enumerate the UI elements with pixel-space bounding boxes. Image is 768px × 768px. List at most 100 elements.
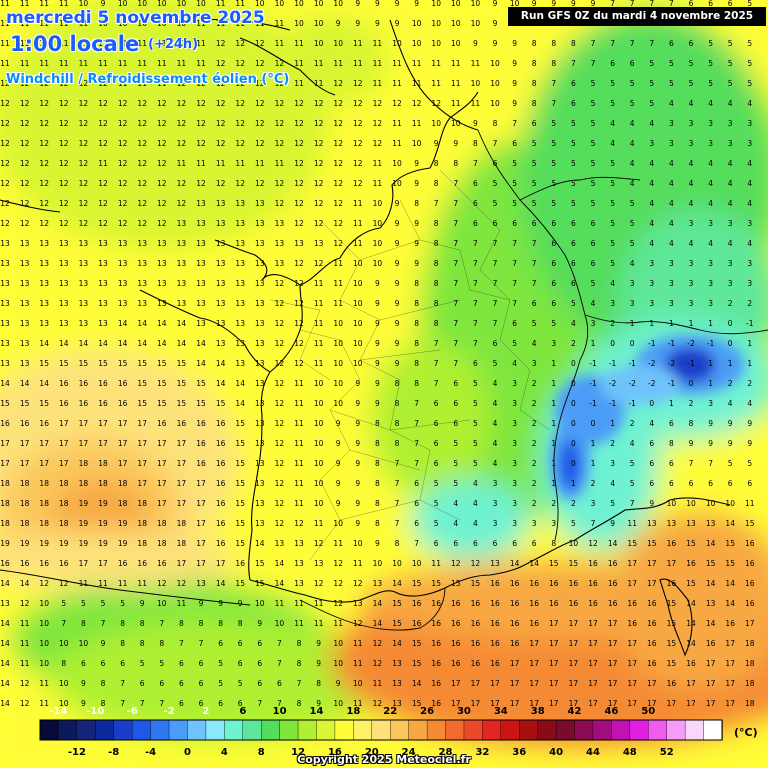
grid-value: 17 bbox=[647, 699, 657, 708]
grid-value: 13 bbox=[255, 379, 265, 388]
grid-value: -2 bbox=[609, 379, 617, 388]
grid-value: 8 bbox=[434, 279, 439, 288]
grid-value: 4 bbox=[493, 459, 498, 468]
grid-value: 16 bbox=[431, 679, 441, 688]
grid-value: -1 bbox=[668, 379, 676, 388]
legend-swatch bbox=[39, 719, 60, 741]
grid-value: 6 bbox=[551, 279, 556, 288]
grid-value: 17 bbox=[667, 559, 677, 568]
grid-value: 5 bbox=[532, 159, 537, 168]
grid-value: 7 bbox=[630, 0, 635, 8]
grid-value: 4 bbox=[649, 239, 654, 248]
grid-value: 11 bbox=[353, 699, 363, 708]
grid-value: 9 bbox=[395, 319, 400, 328]
grid-value: 9 bbox=[140, 599, 145, 608]
grid-value: -1 bbox=[609, 399, 617, 408]
grid-value: 8 bbox=[395, 419, 400, 428]
legend-tick-label: 50 bbox=[641, 706, 655, 717]
grid-value: 12 bbox=[0, 79, 10, 88]
grid-value: 14 bbox=[686, 619, 696, 628]
grid-value: 17 bbox=[79, 419, 89, 428]
legend-tick-label: 0 bbox=[184, 747, 191, 758]
grid-value: 16 bbox=[490, 579, 500, 588]
legend-colorbar bbox=[39, 719, 723, 741]
grid-value: 16 bbox=[490, 619, 500, 628]
grid-value: 13 bbox=[39, 259, 49, 268]
grid-value: 4 bbox=[689, 159, 694, 168]
grid-value: 12 bbox=[59, 139, 69, 148]
legend-tick-label: 2 bbox=[202, 706, 209, 717]
grid-value: 7 bbox=[434, 359, 439, 368]
grid-value: 17 bbox=[686, 699, 696, 708]
grid-value: 3 bbox=[512, 399, 517, 408]
grid-value: 13 bbox=[255, 239, 265, 248]
grid-value: 9 bbox=[532, 0, 537, 8]
grid-value: 16 bbox=[569, 579, 579, 588]
grid-value: 14 bbox=[137, 319, 147, 328]
grid-value: 14 bbox=[392, 639, 402, 648]
grid-value: 10 bbox=[667, 499, 677, 508]
grid-value: 3 bbox=[649, 139, 654, 148]
grid-value: 5 bbox=[571, 519, 576, 528]
grid-value: 8 bbox=[434, 239, 439, 248]
grid-value: 0 bbox=[571, 399, 576, 408]
grid-value: 11 bbox=[255, 159, 265, 168]
grid-value: 15 bbox=[412, 579, 422, 588]
grid-value: 12 bbox=[20, 159, 30, 168]
grid-value: 6 bbox=[199, 659, 204, 668]
grid-value: 5 bbox=[728, 459, 733, 468]
grid-value: 11 bbox=[98, 39, 108, 48]
grid-value: 12 bbox=[118, 119, 128, 128]
grid-value: 10 bbox=[333, 659, 343, 668]
legend-tick-label: 28 bbox=[439, 747, 453, 758]
grid-value: 10 bbox=[490, 99, 500, 108]
grid-value: 6 bbox=[747, 479, 752, 488]
grid-value: 15 bbox=[667, 639, 677, 648]
grid-value: -1 bbox=[589, 359, 597, 368]
legend-swatch bbox=[445, 719, 465, 741]
legend-swatch bbox=[150, 719, 170, 741]
grid-value: 8 bbox=[140, 619, 145, 628]
grid-value: 5 bbox=[551, 319, 556, 328]
grid-value: 17 bbox=[196, 559, 206, 568]
grid-value: 13 bbox=[255, 479, 265, 488]
grid-value: 19 bbox=[79, 539, 89, 548]
grid-value: 2 bbox=[571, 339, 576, 348]
grid-value: 7 bbox=[199, 639, 204, 648]
grid-value: 12 bbox=[294, 139, 304, 148]
grid-value: 16 bbox=[39, 419, 49, 428]
grid-value: 17 bbox=[588, 699, 598, 708]
legend-tick-label: 20 bbox=[365, 747, 379, 758]
grid-value: 12 bbox=[118, 179, 128, 188]
grid-value: 4 bbox=[689, 239, 694, 248]
grid-value: 17 bbox=[157, 499, 167, 508]
grid-value: 11 bbox=[20, 59, 30, 68]
grid-value: 16 bbox=[471, 619, 481, 628]
grid-value: 12 bbox=[275, 399, 285, 408]
grid-value: 12 bbox=[98, 139, 108, 148]
grid-value: 5 bbox=[610, 239, 615, 248]
grid-value: 15 bbox=[235, 439, 245, 448]
grid-value: 6 bbox=[532, 539, 537, 548]
grid-value: 11 bbox=[392, 59, 402, 68]
grid-value: 13 bbox=[157, 239, 167, 248]
grid-value: 14 bbox=[177, 319, 187, 328]
grid-value: 11 bbox=[79, 19, 89, 28]
grid-value: 15 bbox=[667, 619, 677, 628]
grid-value: 11 bbox=[412, 59, 422, 68]
grid-value: 8 bbox=[395, 379, 400, 388]
grid-value: 18 bbox=[59, 479, 69, 488]
grid-value: 18 bbox=[98, 479, 108, 488]
grid-value: 5 bbox=[630, 459, 635, 468]
grid-value: 11 bbox=[392, 119, 402, 128]
grid-value: 7 bbox=[120, 679, 125, 688]
grid-value: 11 bbox=[118, 579, 128, 588]
grid-value: 6 bbox=[649, 439, 654, 448]
grid-value: 12 bbox=[137, 159, 147, 168]
grid-value: 18 bbox=[39, 479, 49, 488]
grid-value: 10 bbox=[353, 539, 363, 548]
grid-value: 9 bbox=[336, 459, 341, 468]
grid-value: 10 bbox=[314, 459, 324, 468]
grid-value: 3 bbox=[728, 279, 733, 288]
grid-value: 8 bbox=[316, 679, 321, 688]
